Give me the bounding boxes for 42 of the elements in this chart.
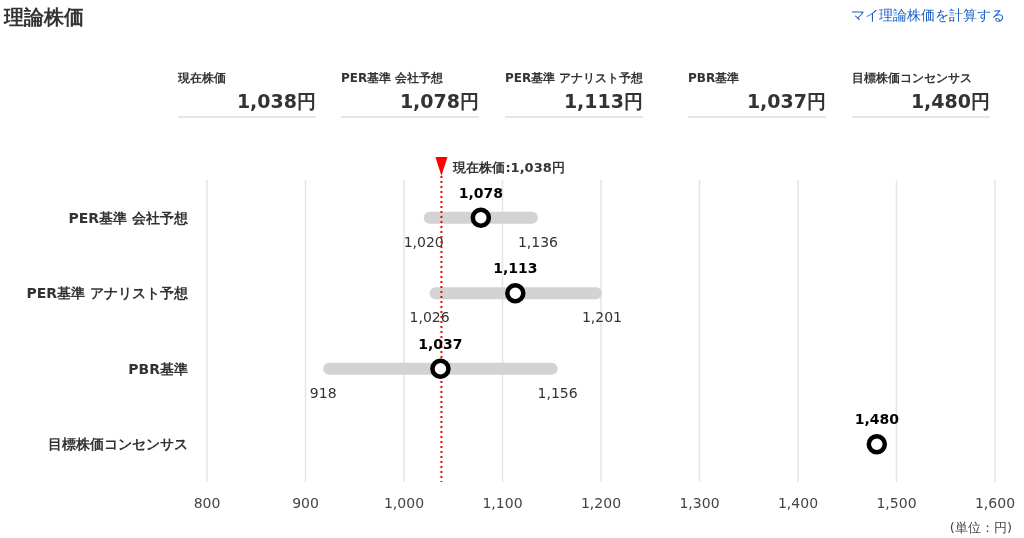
text: PBR基準	[688, 71, 740, 85]
data-label: 1,113	[493, 260, 538, 277]
x-tick-label: 1,600	[974, 495, 1016, 511]
text: 目標株価コンセンサス	[852, 71, 972, 85]
x-tick-label: 1,200	[580, 495, 622, 511]
annotation: 918	[309, 384, 337, 401]
annotation: 1,026	[409, 309, 450, 326]
text: 理論株価	[3, 5, 84, 29]
text: PER基準 アナリスト予想	[505, 71, 645, 85]
point	[505, 283, 526, 304]
point	[470, 207, 492, 228]
x-tick-label: 1,300	[679, 495, 720, 511]
data-label: 1,480	[854, 411, 900, 428]
text: PER基準 会社予想	[341, 71, 445, 85]
annotation: 1,201	[581, 309, 623, 326]
annotation: 1,020	[403, 233, 444, 250]
text: 1,078円	[399, 90, 479, 112]
x-tick-label: 1,000	[383, 495, 425, 511]
ref-line-label: 現在株価:1,038円	[452, 160, 565, 175]
x-tick-label: 800	[193, 495, 221, 511]
x-tick-label: 1,400	[777, 495, 819, 511]
annotation: 1,136	[517, 233, 559, 250]
text: 1,480円	[910, 90, 990, 112]
x-tick-label: 900	[292, 495, 319, 511]
text: 1,037円	[746, 90, 826, 112]
x-tick-label: 1,500	[876, 495, 917, 511]
text: 1,113円	[563, 90, 643, 112]
point	[430, 358, 451, 379]
data-label: 1,078	[458, 184, 503, 201]
y-tick-label: PER基準 アナリスト予想	[26, 285, 189, 302]
text: 現在株価	[177, 71, 226, 85]
point	[866, 434, 888, 455]
text: マイ理論株価を計算する	[851, 7, 1005, 23]
y-tick-label: PBR基準	[128, 360, 188, 377]
data-label: 1,037	[418, 335, 463, 352]
bar	[323, 362, 558, 375]
annotation: 1,156	[537, 384, 578, 401]
text: 1,038円	[236, 90, 316, 112]
x-tick-label: 1,100	[482, 495, 523, 511]
y-tick-label: 目標株価コンセンサス	[48, 436, 188, 453]
y-tick-label: PER基準 会社予想	[68, 209, 189, 226]
text: (単位：円)	[949, 520, 1012, 535]
